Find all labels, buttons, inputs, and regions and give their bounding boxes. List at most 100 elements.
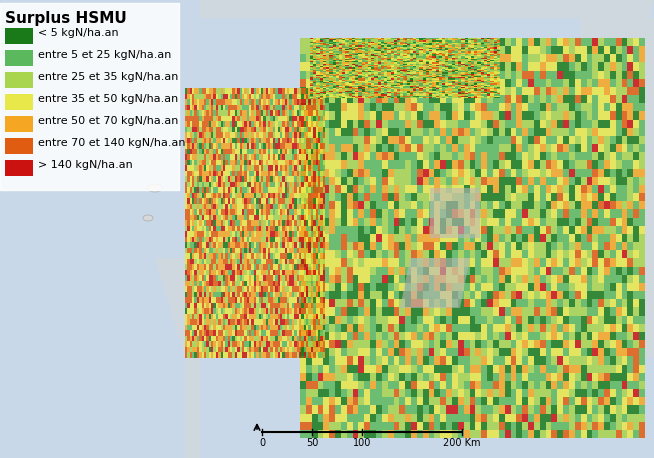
Bar: [511, 316, 517, 324]
Bar: [300, 283, 306, 291]
Bar: [440, 55, 446, 62]
Bar: [428, 340, 434, 348]
Bar: [464, 258, 470, 267]
Bar: [342, 42, 345, 43]
Bar: [329, 397, 335, 405]
Bar: [188, 187, 190, 193]
Bar: [587, 250, 593, 258]
Bar: [341, 283, 347, 291]
Bar: [426, 69, 429, 70]
Bar: [371, 81, 374, 82]
Bar: [593, 258, 598, 267]
Bar: [353, 316, 358, 324]
Bar: [426, 66, 429, 67]
Bar: [318, 291, 323, 299]
Bar: [540, 291, 545, 299]
Bar: [290, 154, 292, 160]
Bar: [410, 89, 413, 91]
Bar: [192, 231, 194, 237]
Bar: [301, 292, 303, 297]
Bar: [370, 373, 376, 381]
Bar: [470, 397, 475, 405]
Bar: [474, 49, 477, 50]
Bar: [264, 275, 266, 281]
Bar: [322, 275, 325, 281]
Bar: [428, 389, 434, 397]
Bar: [428, 397, 434, 405]
Bar: [497, 53, 500, 54]
Bar: [426, 47, 429, 48]
Bar: [487, 66, 490, 67]
Bar: [280, 160, 283, 165]
Bar: [254, 126, 256, 132]
Bar: [247, 231, 249, 237]
Bar: [422, 234, 428, 242]
Bar: [439, 96, 442, 97]
Bar: [273, 286, 275, 292]
Bar: [494, 85, 497, 86]
Bar: [563, 414, 569, 422]
Bar: [422, 54, 426, 55]
Bar: [458, 61, 461, 62]
Bar: [245, 209, 247, 215]
Bar: [377, 76, 381, 77]
Bar: [283, 209, 284, 215]
Bar: [587, 373, 593, 381]
Bar: [315, 121, 318, 126]
Bar: [362, 47, 365, 48]
Bar: [452, 201, 458, 209]
Bar: [199, 220, 201, 226]
Bar: [540, 193, 545, 201]
Bar: [247, 187, 249, 193]
Bar: [452, 43, 455, 44]
Bar: [413, 64, 417, 65]
Bar: [216, 226, 218, 231]
Bar: [545, 46, 551, 55]
Bar: [475, 299, 481, 307]
Bar: [204, 220, 207, 226]
Bar: [528, 46, 534, 55]
Bar: [190, 93, 192, 99]
Bar: [494, 92, 497, 93]
Bar: [294, 308, 296, 314]
Bar: [481, 64, 484, 65]
Bar: [362, 77, 365, 78]
Bar: [610, 283, 616, 291]
Bar: [341, 62, 347, 71]
Bar: [197, 187, 199, 193]
Bar: [429, 62, 432, 64]
Bar: [557, 38, 563, 46]
Bar: [477, 87, 481, 88]
Bar: [261, 165, 264, 171]
Bar: [226, 154, 228, 160]
Bar: [439, 66, 442, 67]
Bar: [494, 75, 497, 76]
Bar: [428, 46, 434, 55]
Bar: [575, 332, 581, 340]
Bar: [384, 66, 387, 67]
Bar: [417, 54, 419, 55]
Bar: [342, 49, 345, 50]
Bar: [352, 67, 355, 69]
Bar: [317, 54, 320, 55]
Bar: [309, 308, 311, 314]
Bar: [283, 110, 284, 115]
Bar: [320, 58, 323, 59]
Bar: [242, 204, 245, 209]
Bar: [428, 291, 434, 299]
Bar: [235, 187, 237, 193]
Bar: [434, 87, 440, 95]
Bar: [497, 59, 500, 60]
Bar: [404, 62, 407, 64]
Bar: [258, 215, 261, 220]
Bar: [374, 97, 377, 98]
Bar: [237, 204, 239, 209]
Bar: [330, 69, 332, 70]
Bar: [417, 316, 422, 324]
Bar: [621, 218, 627, 226]
Bar: [209, 115, 211, 121]
Bar: [417, 88, 419, 89]
Bar: [377, 74, 381, 75]
Bar: [218, 253, 220, 259]
Bar: [345, 70, 349, 71]
